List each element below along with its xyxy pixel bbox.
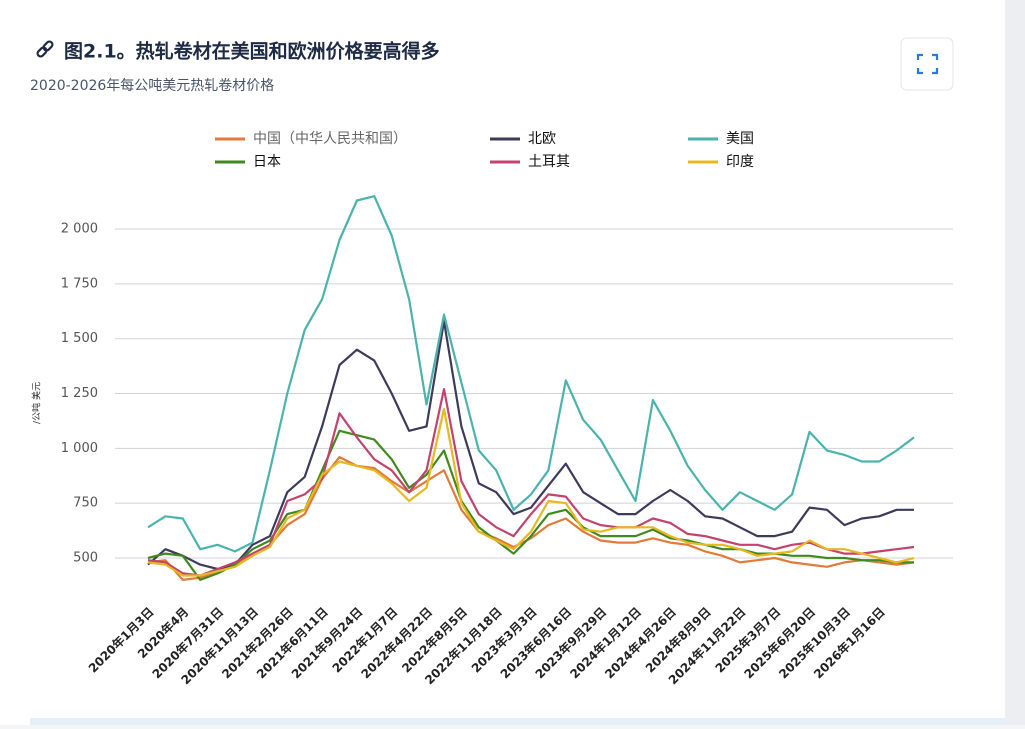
legend-label: 中国（中华人民共和国） — [253, 131, 407, 147]
y-tick-label: 500 — [73, 551, 98, 566]
legend-label: 土耳其 — [528, 154, 570, 170]
card — [0, 0, 1005, 725]
scroll-track — [1005, 0, 1025, 725]
link-icon[interactable] — [36, 40, 54, 58]
legend-label: 北欧 — [528, 131, 556, 147]
y-tick-label: 1 750 — [61, 276, 98, 291]
legend-label: 美国 — [726, 131, 754, 147]
y-tick-label: 2 000 — [61, 222, 98, 237]
expand-button[interactable] — [900, 37, 954, 91]
series-line — [147, 195, 915, 553]
footer-strip — [30, 718, 1005, 725]
series-line — [147, 407, 915, 577]
chart-title: 图2.1。热轧卷材在美国和欧洲价格要高得多 — [64, 40, 440, 63]
legend-label: 印度 — [726, 154, 754, 170]
series-line — [147, 388, 915, 577]
legend-label: 日本 — [253, 154, 281, 170]
series-line — [147, 320, 914, 571]
y-tick-label: 750 — [73, 496, 98, 511]
y-axis-label: /公吨 美元 — [31, 382, 43, 424]
y-tick-label: 1 500 — [61, 331, 98, 346]
chart-subtitle: 2020-2026年每公吨美元热轧卷材价格 — [30, 78, 274, 94]
y-tick-label: 1 000 — [61, 441, 98, 456]
y-tick-label: 1 250 — [61, 386, 98, 401]
